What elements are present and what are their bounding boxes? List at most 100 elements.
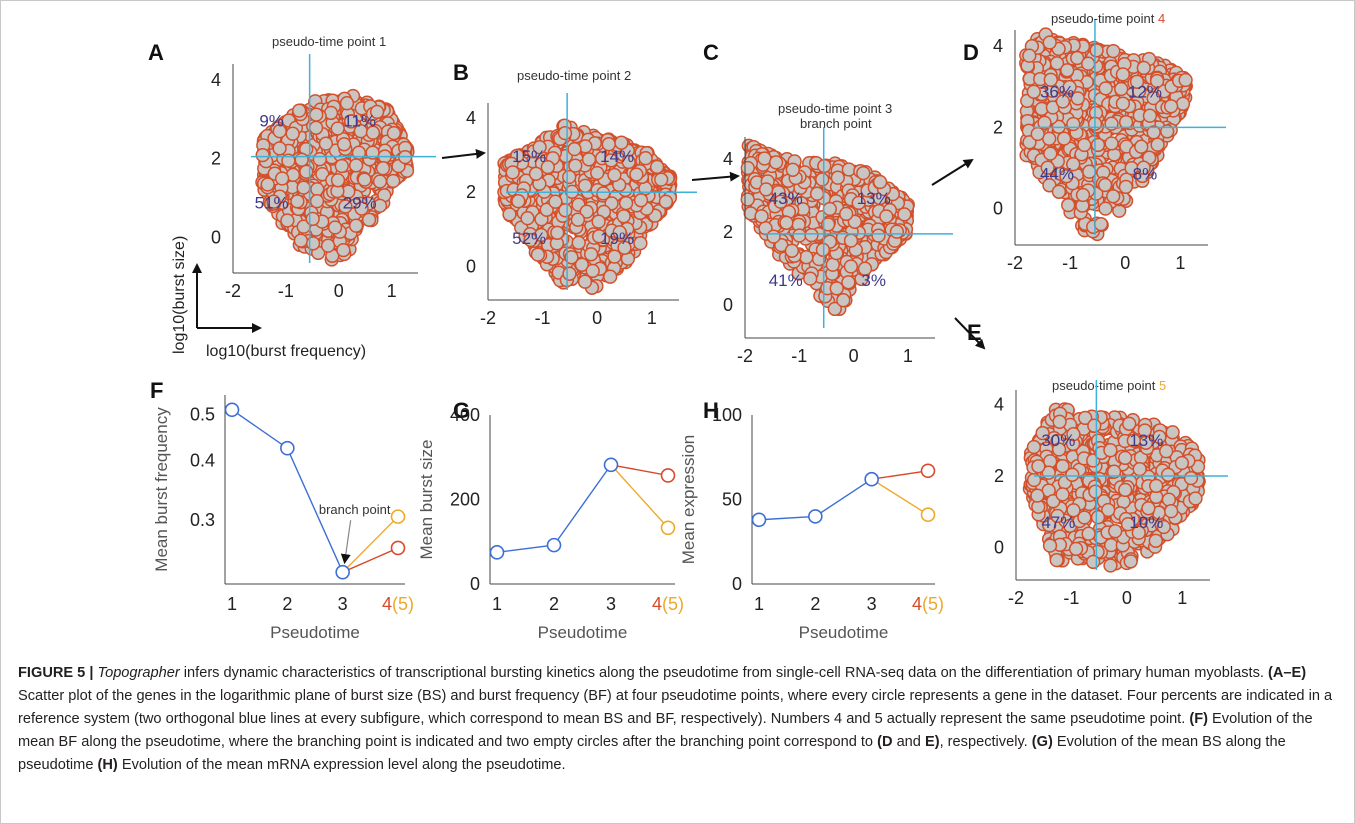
x-axis-title: Pseudotime xyxy=(270,623,360,642)
x-tick-label: -1 xyxy=(535,308,551,328)
scatter-point xyxy=(829,281,844,296)
scatter-point xyxy=(1098,81,1113,96)
series-point-yellow xyxy=(660,520,676,536)
scatter-point xyxy=(784,243,800,258)
scatter-point xyxy=(1165,425,1180,440)
series-line-red xyxy=(871,470,929,480)
scatter-points xyxy=(497,118,678,295)
arrow-b-to-c xyxy=(691,171,740,182)
quadrant-percent: 36% xyxy=(1040,82,1074,101)
scatter-point xyxy=(1175,96,1191,111)
scatter-point xyxy=(567,141,582,157)
scatter-point xyxy=(255,147,270,163)
panel-label-D: D xyxy=(963,40,979,65)
scatter-point xyxy=(1060,63,1075,78)
scatter-point xyxy=(530,247,546,262)
scatter-point xyxy=(1026,439,1042,455)
scatter-point xyxy=(280,213,295,228)
x-tick-label: 0 xyxy=(1122,588,1132,608)
scatter-point xyxy=(1178,72,1193,88)
scatter-point xyxy=(562,266,577,281)
scatter-point xyxy=(1123,554,1138,569)
y-axis-title: Mean burst size xyxy=(417,440,436,560)
scatter-point xyxy=(1093,216,1109,232)
series-point-blue xyxy=(603,457,619,473)
scatter-point xyxy=(1104,136,1119,151)
scatter-point xyxy=(839,206,854,222)
scatter-point xyxy=(1061,197,1076,213)
y-tick-label: 2 xyxy=(993,117,1003,137)
scatter-point xyxy=(649,159,665,175)
series-point-blue xyxy=(546,537,562,553)
key-y-label: log10(burst size) xyxy=(171,236,188,354)
scatter-point xyxy=(1088,484,1103,499)
quadrant-percent: 19% xyxy=(600,229,634,248)
scatter-point xyxy=(1136,60,1151,76)
panel-label-F: F xyxy=(150,378,163,403)
quadrant-percent: 52% xyxy=(512,229,546,248)
scatter-point xyxy=(320,238,336,253)
y-tick-label: 100 xyxy=(712,405,742,425)
x-tick-label: -2 xyxy=(480,308,496,328)
scatter-point xyxy=(638,151,653,166)
quadrant-percent: 11% xyxy=(343,112,376,131)
scatter-point xyxy=(386,173,401,189)
scatter-point xyxy=(654,172,669,187)
scatter-point xyxy=(879,209,894,224)
scatter-point xyxy=(1117,450,1133,466)
quadrant-percent: 29% xyxy=(343,194,377,213)
scatter-point xyxy=(274,171,290,186)
scatter-point xyxy=(293,233,309,248)
scatter-point xyxy=(633,193,649,208)
y-tick-label: 0.4 xyxy=(190,451,215,471)
scatter-point xyxy=(843,259,859,274)
scatter-point xyxy=(1183,470,1199,486)
y-tick-label: 4 xyxy=(994,394,1004,414)
scatter-point xyxy=(1174,455,1190,471)
scatter-point xyxy=(348,218,364,233)
series-point-blue xyxy=(751,512,767,528)
scatter-point xyxy=(583,247,599,262)
x-tick-4: 4 xyxy=(912,594,922,614)
y-tick-label: 0 xyxy=(470,574,480,594)
branch-point-label: branch point xyxy=(800,116,872,131)
x-tick-label: 1 xyxy=(492,594,502,614)
y-axis-title: Mean burst frequency xyxy=(152,407,171,572)
caption-text: and xyxy=(892,734,925,750)
arrow-a-to-b xyxy=(441,148,486,159)
scatter-point xyxy=(1030,126,1045,142)
scatter-point xyxy=(585,263,600,279)
panel-title-text: pseudo-time point 2 xyxy=(517,68,631,83)
scatter-point xyxy=(571,235,586,250)
panel-title-text: pseudo-time point 3 xyxy=(778,101,892,116)
scatter-point xyxy=(1103,558,1118,573)
quadrant-percent: 3% xyxy=(861,271,886,290)
scatter-point xyxy=(841,275,856,290)
x-tick-label-4-5: 4(5) xyxy=(652,594,684,614)
x-tick-label: 1 xyxy=(903,346,913,366)
caption-text: Evolution of the mean mRNA expression le… xyxy=(117,757,566,773)
y-tick-label: 50 xyxy=(722,490,742,510)
scatter-point xyxy=(1160,467,1176,482)
series-line-yellow xyxy=(342,516,399,573)
scatter-point xyxy=(285,126,300,141)
scatter-point xyxy=(1026,84,1041,99)
scatter-point xyxy=(1106,189,1121,204)
scatter-point xyxy=(336,242,351,258)
scatter-point xyxy=(618,195,634,211)
scatter-point xyxy=(1118,179,1134,195)
series-line-red xyxy=(342,547,399,573)
scatter-point xyxy=(1030,488,1045,503)
scatter-point xyxy=(1075,187,1091,203)
series-point-blue xyxy=(335,564,350,580)
quadrant-percent: 12% xyxy=(1128,82,1162,101)
y-axis-title: Mean expression xyxy=(679,435,698,564)
y-tick-label: 0.3 xyxy=(190,510,215,530)
x-tick-label: 1 xyxy=(1175,253,1185,273)
scatter-point xyxy=(603,269,618,284)
scatter-point xyxy=(799,250,814,265)
scatter-point xyxy=(591,214,606,229)
scatter-point xyxy=(375,161,391,176)
series-line-yellow xyxy=(871,478,929,516)
